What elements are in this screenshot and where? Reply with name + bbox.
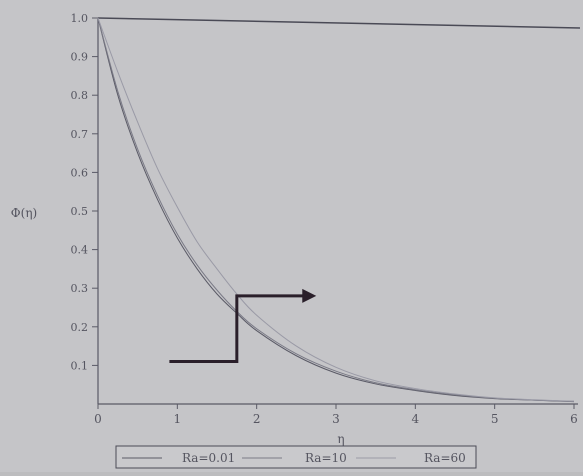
x-tick-label: 1 bbox=[174, 412, 182, 426]
y-tick-label: 0.3 bbox=[71, 282, 89, 295]
y-tick-label: 0.8 bbox=[71, 89, 89, 102]
annotation-arrowhead bbox=[302, 288, 317, 303]
y-tick-label: 0.6 bbox=[71, 166, 89, 179]
legend-label: Ra=10 bbox=[305, 451, 347, 465]
x-axis-label: η bbox=[337, 432, 344, 446]
annotation-layer bbox=[169, 288, 317, 364]
y-tick-label: 0.4 bbox=[71, 244, 89, 257]
x-tick-label: 0 bbox=[94, 412, 102, 426]
x-tick-label: 6 bbox=[570, 412, 578, 426]
x-tick-label: 3 bbox=[332, 412, 340, 426]
legend-box bbox=[115, 445, 477, 469]
y-tick-label: 0.2 bbox=[71, 321, 89, 334]
legend: Ra=0.01 Ra=10 Ra=60 bbox=[115, 445, 477, 469]
legend-label: Ra=60 bbox=[424, 451, 466, 465]
top-frame-line bbox=[97, 17, 581, 29]
x-tick-label: 2 bbox=[253, 412, 261, 426]
y-tick-label: 0.9 bbox=[71, 51, 89, 64]
annotation-arrow bbox=[169, 294, 305, 364]
x-tick-label: 4 bbox=[412, 412, 420, 426]
series-line bbox=[97, 17, 575, 402]
y-tick-label: 1.0 bbox=[71, 12, 89, 25]
x-tick-label: 5 bbox=[491, 412, 499, 426]
axes: 0.1 0.2 0.3 0.4 0.5 0.6 0.7 0.8 0.9 1.0 0 1 2 3 4 5 6 bbox=[71, 12, 581, 426]
y-tick-label: 0.1 bbox=[71, 359, 89, 372]
series-line bbox=[97, 17, 575, 403]
y-tick-label: 0.5 bbox=[71, 205, 89, 218]
series-layer bbox=[97, 17, 575, 403]
y-axis-label: Φ(η) bbox=[11, 206, 37, 220]
y-tick-label: 0.7 bbox=[71, 128, 89, 141]
series-line bbox=[97, 17, 575, 402]
legend-label: Ra=0.01 bbox=[182, 451, 235, 465]
